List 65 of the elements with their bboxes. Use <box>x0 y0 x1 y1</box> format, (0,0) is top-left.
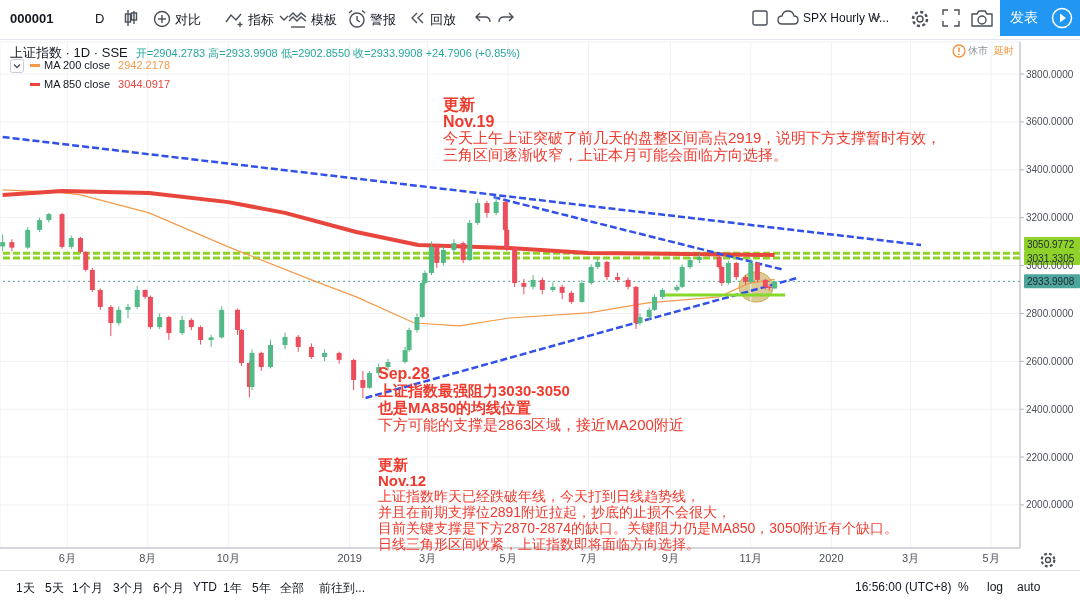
x-tick-label: 6月 <box>58 551 76 564</box>
text: D <box>95 11 105 26</box>
x-tick-label: 8月 <box>139 551 157 564</box>
text: YTD <box>193 580 217 594</box>
annotation: 目前关键支撑是下方2870-2874的缺口。关键阻力仍是MA850，3050附近有个缺口。 <box>378 519 899 536</box>
text: 000001 <box>10 11 54 26</box>
x-tick-label: 11月 <box>739 551 763 564</box>
text: 16:56:00 (UTC+8) <box>855 580 952 594</box>
annotation: Nov.19 <box>443 112 495 130</box>
x-tick-label: 2020 <box>819 551 844 564</box>
legend-label: MA 850 close <box>44 77 111 92</box>
annotation: 上证指数昨天已经跌破年线，今天打到日线趋势线， <box>378 488 700 505</box>
y-tick-label: 3200.0000 <box>1026 212 1074 224</box>
text: 全部 <box>280 580 304 597</box>
text: 1天 <box>16 580 35 597</box>
text: 前往到... <box>319 580 366 597</box>
text: 1个月 <box>72 580 103 597</box>
text: 1年 <box>223 580 242 597</box>
annotation: 并且在前期支撑位2891附近拉起，抄底的止损不会很大， <box>378 504 732 521</box>
x-tick-label: 9月 <box>661 551 679 564</box>
annotation: 日线三角形区间收紧，上证指数即将面临方向选择。 <box>378 535 700 552</box>
text: 回放 <box>430 11 456 29</box>
y-tick-label: 3800.0000 <box>1026 68 1074 80</box>
x-tick-label: 7月 <box>579 551 598 564</box>
annotation: 2942.2178 <box>118 59 171 73</box>
text: 5天 <box>45 580 64 597</box>
y-tick-label: 2400.0000 <box>1026 403 1074 415</box>
annotation: 也是MA850的均线位置 <box>378 399 532 416</box>
y-tick-label: 2000.0000 <box>1026 499 1074 511</box>
y-tick-label: 2600.0000 <box>1026 355 1074 367</box>
annotation: 延时 <box>994 44 1014 58</box>
text: 发表 <box>1010 9 1038 27</box>
y-tick-label: 2800.0000 <box>1026 307 1074 319</box>
text: 3个月 <box>113 580 144 597</box>
ref-line-label: 2933.9908 <box>1027 276 1075 288</box>
y-tick-label: 3600.0000 <box>1026 116 1074 128</box>
ref-line-label: 3050.9772 <box>1027 239 1075 251</box>
text: % <box>958 580 969 594</box>
annotation: 更新 <box>378 456 408 473</box>
annotation: 今天上午上证突破了前几天的盘整区间高点2919，说明下方支撑暂时有效， <box>443 129 942 146</box>
y-tick-label: 2200.0000 <box>1026 451 1074 463</box>
text: 警报 <box>370 11 396 29</box>
x-tick-label: 5月 <box>982 551 1000 564</box>
text: 指标 <box>248 11 274 29</box>
x-tick-label: 3月 <box>901 551 920 564</box>
text: auto <box>1017 580 1041 594</box>
text: 5年 <box>252 580 271 597</box>
annotation: 休市 <box>968 44 988 58</box>
annotation: 三角区间逐渐收窄，上证本月可能会面临方向选择。 <box>443 145 788 163</box>
x-tick-label: 5月 <box>499 551 517 564</box>
y-tick-label: 3400.0000 <box>1026 164 1074 176</box>
chart-subtitle: 开=2904.2783 高=2933.9908 低=2902.8550 收=2933.9908 +24.7906 (+0.85%) <box>135 46 520 61</box>
annotation: Sep.28 <box>378 365 430 382</box>
text: 6个月 <box>153 580 184 597</box>
annotation: 下方可能的支撑是2863区域，接近MA200附近 <box>378 416 684 433</box>
annotation: 更新 <box>443 96 475 113</box>
text: 对比 <box>175 11 201 29</box>
chart-title: 上证指数 · 1D · SSE <box>10 44 128 61</box>
legend-label: MA 200 close <box>44 59 111 73</box>
x-tick-label: 10月 <box>216 551 240 564</box>
annotation: 3044.0917 <box>118 77 171 92</box>
text: 模板 <box>311 11 337 29</box>
x-tick-label: 2019 <box>337 551 362 564</box>
text: log <box>987 580 1004 594</box>
x-tick-label: 3月 <box>418 551 437 564</box>
